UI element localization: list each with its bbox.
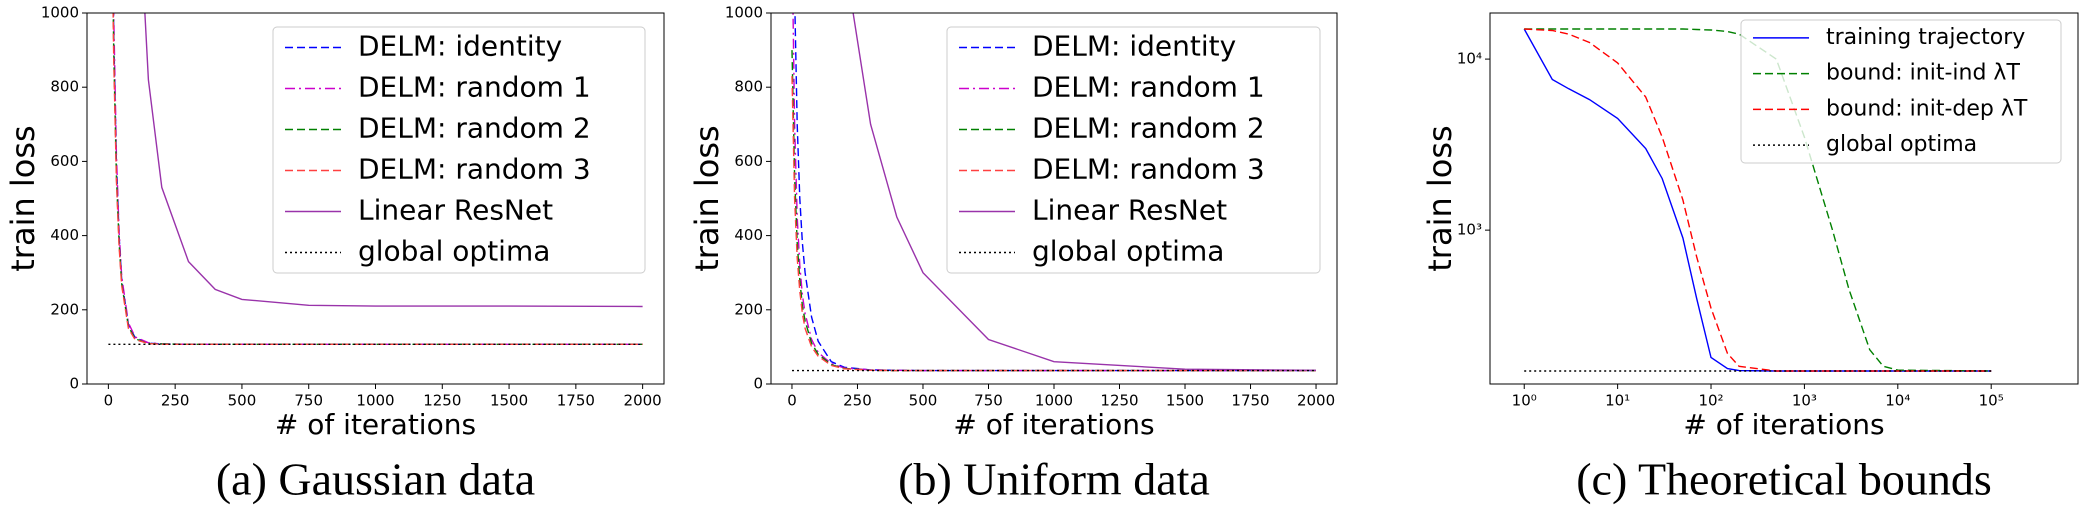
series-line — [852, 13, 1317, 371]
legend-label: Linear ResNet — [358, 194, 553, 227]
y-tick-label: 200 — [734, 300, 763, 318]
x-tick-label: 10⁰ — [1512, 392, 1537, 410]
legend-frame — [272, 26, 646, 274]
y-tick-label: 200 — [50, 300, 79, 318]
x-tick-label: 2000 — [1297, 392, 1335, 410]
legend-frame — [1740, 19, 2062, 164]
x-tick-label: 1750 — [557, 392, 595, 410]
y-tick-label: 1000 — [41, 4, 79, 22]
x-tick-label: 1500 — [490, 392, 528, 410]
x-tick-label: 10¹ — [1605, 392, 1630, 410]
x-tick-label: 10² — [1698, 392, 1723, 410]
y-tick-label: 1000 — [725, 4, 763, 22]
series-line — [1524, 28, 1992, 372]
y-axis-label: train loss — [1421, 125, 1459, 271]
y-axis-label: train loss — [4, 125, 42, 271]
x-tick-label: 2000 — [624, 392, 662, 410]
y-tick-label: 400 — [734, 226, 763, 244]
axes-frame — [1489, 12, 2079, 385]
series-line — [1524, 28, 1992, 372]
legend-label: global optima — [358, 235, 550, 268]
x-tick-label: 1000 — [1035, 392, 1073, 410]
y-axis-label: train loss — [688, 125, 726, 271]
y-tick-label: 0 — [753, 375, 763, 393]
x-tick-label: 250 — [161, 392, 190, 410]
legend: DELM: identity DELM: random 1 DELM: random… — [272, 26, 646, 274]
caption: (c) Theoretical bounds — [1576, 454, 1992, 505]
x-tick-label: 10⁵ — [1979, 392, 2004, 410]
y-tick-label: 800 — [734, 78, 763, 96]
caption: (a) Gaussian data — [216, 454, 535, 505]
panel: 0 250 500 750 1000 1250 1500 1750 2000 0 200 400 600… — [4, 4, 665, 505]
y-tick-label: 10⁴ — [1457, 50, 1482, 68]
y-tick-label: 0 — [69, 375, 79, 393]
legend-label: bound: init-ind λT — [1826, 61, 2020, 86]
x-tick-label: 1250 — [1100, 392, 1138, 410]
legend-label: DELM: random 2 — [358, 112, 591, 145]
legend-label: DELM: random 3 — [358, 153, 591, 186]
x-tick-label: 750 — [294, 392, 323, 410]
series-line — [791, 76, 1316, 372]
x-tick-label: 10³ — [1792, 392, 1817, 410]
x-axis-label: # of iterations — [1683, 408, 1884, 441]
legend: training trajectory bound: init-ind λT bou… — [1740, 19, 2062, 164]
series-line — [112, 13, 643, 345]
legend-label: global optima — [1826, 132, 1977, 157]
legend-label: Linear ResNet — [1032, 194, 1227, 227]
x-tick-label: 1750 — [1231, 392, 1269, 410]
legend: DELM: identity DELM: random 1 DELM: random… — [946, 26, 1321, 274]
legend-label: DELM: random 1 — [358, 71, 591, 104]
x-tick-label: 500 — [228, 392, 257, 410]
series-line — [1523, 28, 1992, 372]
y-tick-label: 600 — [50, 152, 79, 170]
legend-label: DELM: identity — [358, 30, 562, 63]
series-line — [791, 50, 1316, 372]
x-tick-label: 0 — [104, 392, 114, 410]
x-tick-label: 1000 — [356, 392, 394, 410]
y-tick-label: 600 — [734, 152, 763, 170]
y-tick-label: 10³ — [1457, 221, 1482, 239]
panel: 0 250 500 750 1000 1250 1500 1750 2000 0 200 400 600… — [688, 4, 1338, 505]
x-axis-label: # of iterations — [275, 408, 476, 441]
x-tick-label: 10⁴ — [1885, 392, 1910, 410]
x-tick-label: 250 — [843, 392, 872, 410]
x-tick-label: 750 — [974, 392, 1003, 410]
y-tick-label: 400 — [50, 226, 79, 244]
series-line — [144, 13, 643, 308]
legend-label: DELM: random 2 — [1032, 112, 1265, 145]
x-tick-label: 1500 — [1166, 392, 1204, 410]
y-tick-label: 800 — [50, 78, 79, 96]
legend-label: DELM: identity — [1032, 30, 1236, 63]
series-line — [794, 13, 1316, 372]
legend-frame — [946, 26, 1321, 274]
x-tick-label: 1250 — [423, 392, 461, 410]
legend-label: training trajectory — [1826, 25, 2025, 50]
x-axis-label: # of iterations — [953, 408, 1154, 441]
x-tick-label: 500 — [909, 392, 938, 410]
legend-label: global optima — [1032, 235, 1224, 268]
x-tick-label: 0 — [787, 392, 797, 410]
legend-label: DELM: random 1 — [1032, 71, 1265, 104]
legend-label: bound: init-dep λT — [1826, 96, 2028, 121]
caption: (b) Uniform data — [898, 454, 1210, 505]
legend-label: DELM: random 3 — [1032, 153, 1265, 186]
